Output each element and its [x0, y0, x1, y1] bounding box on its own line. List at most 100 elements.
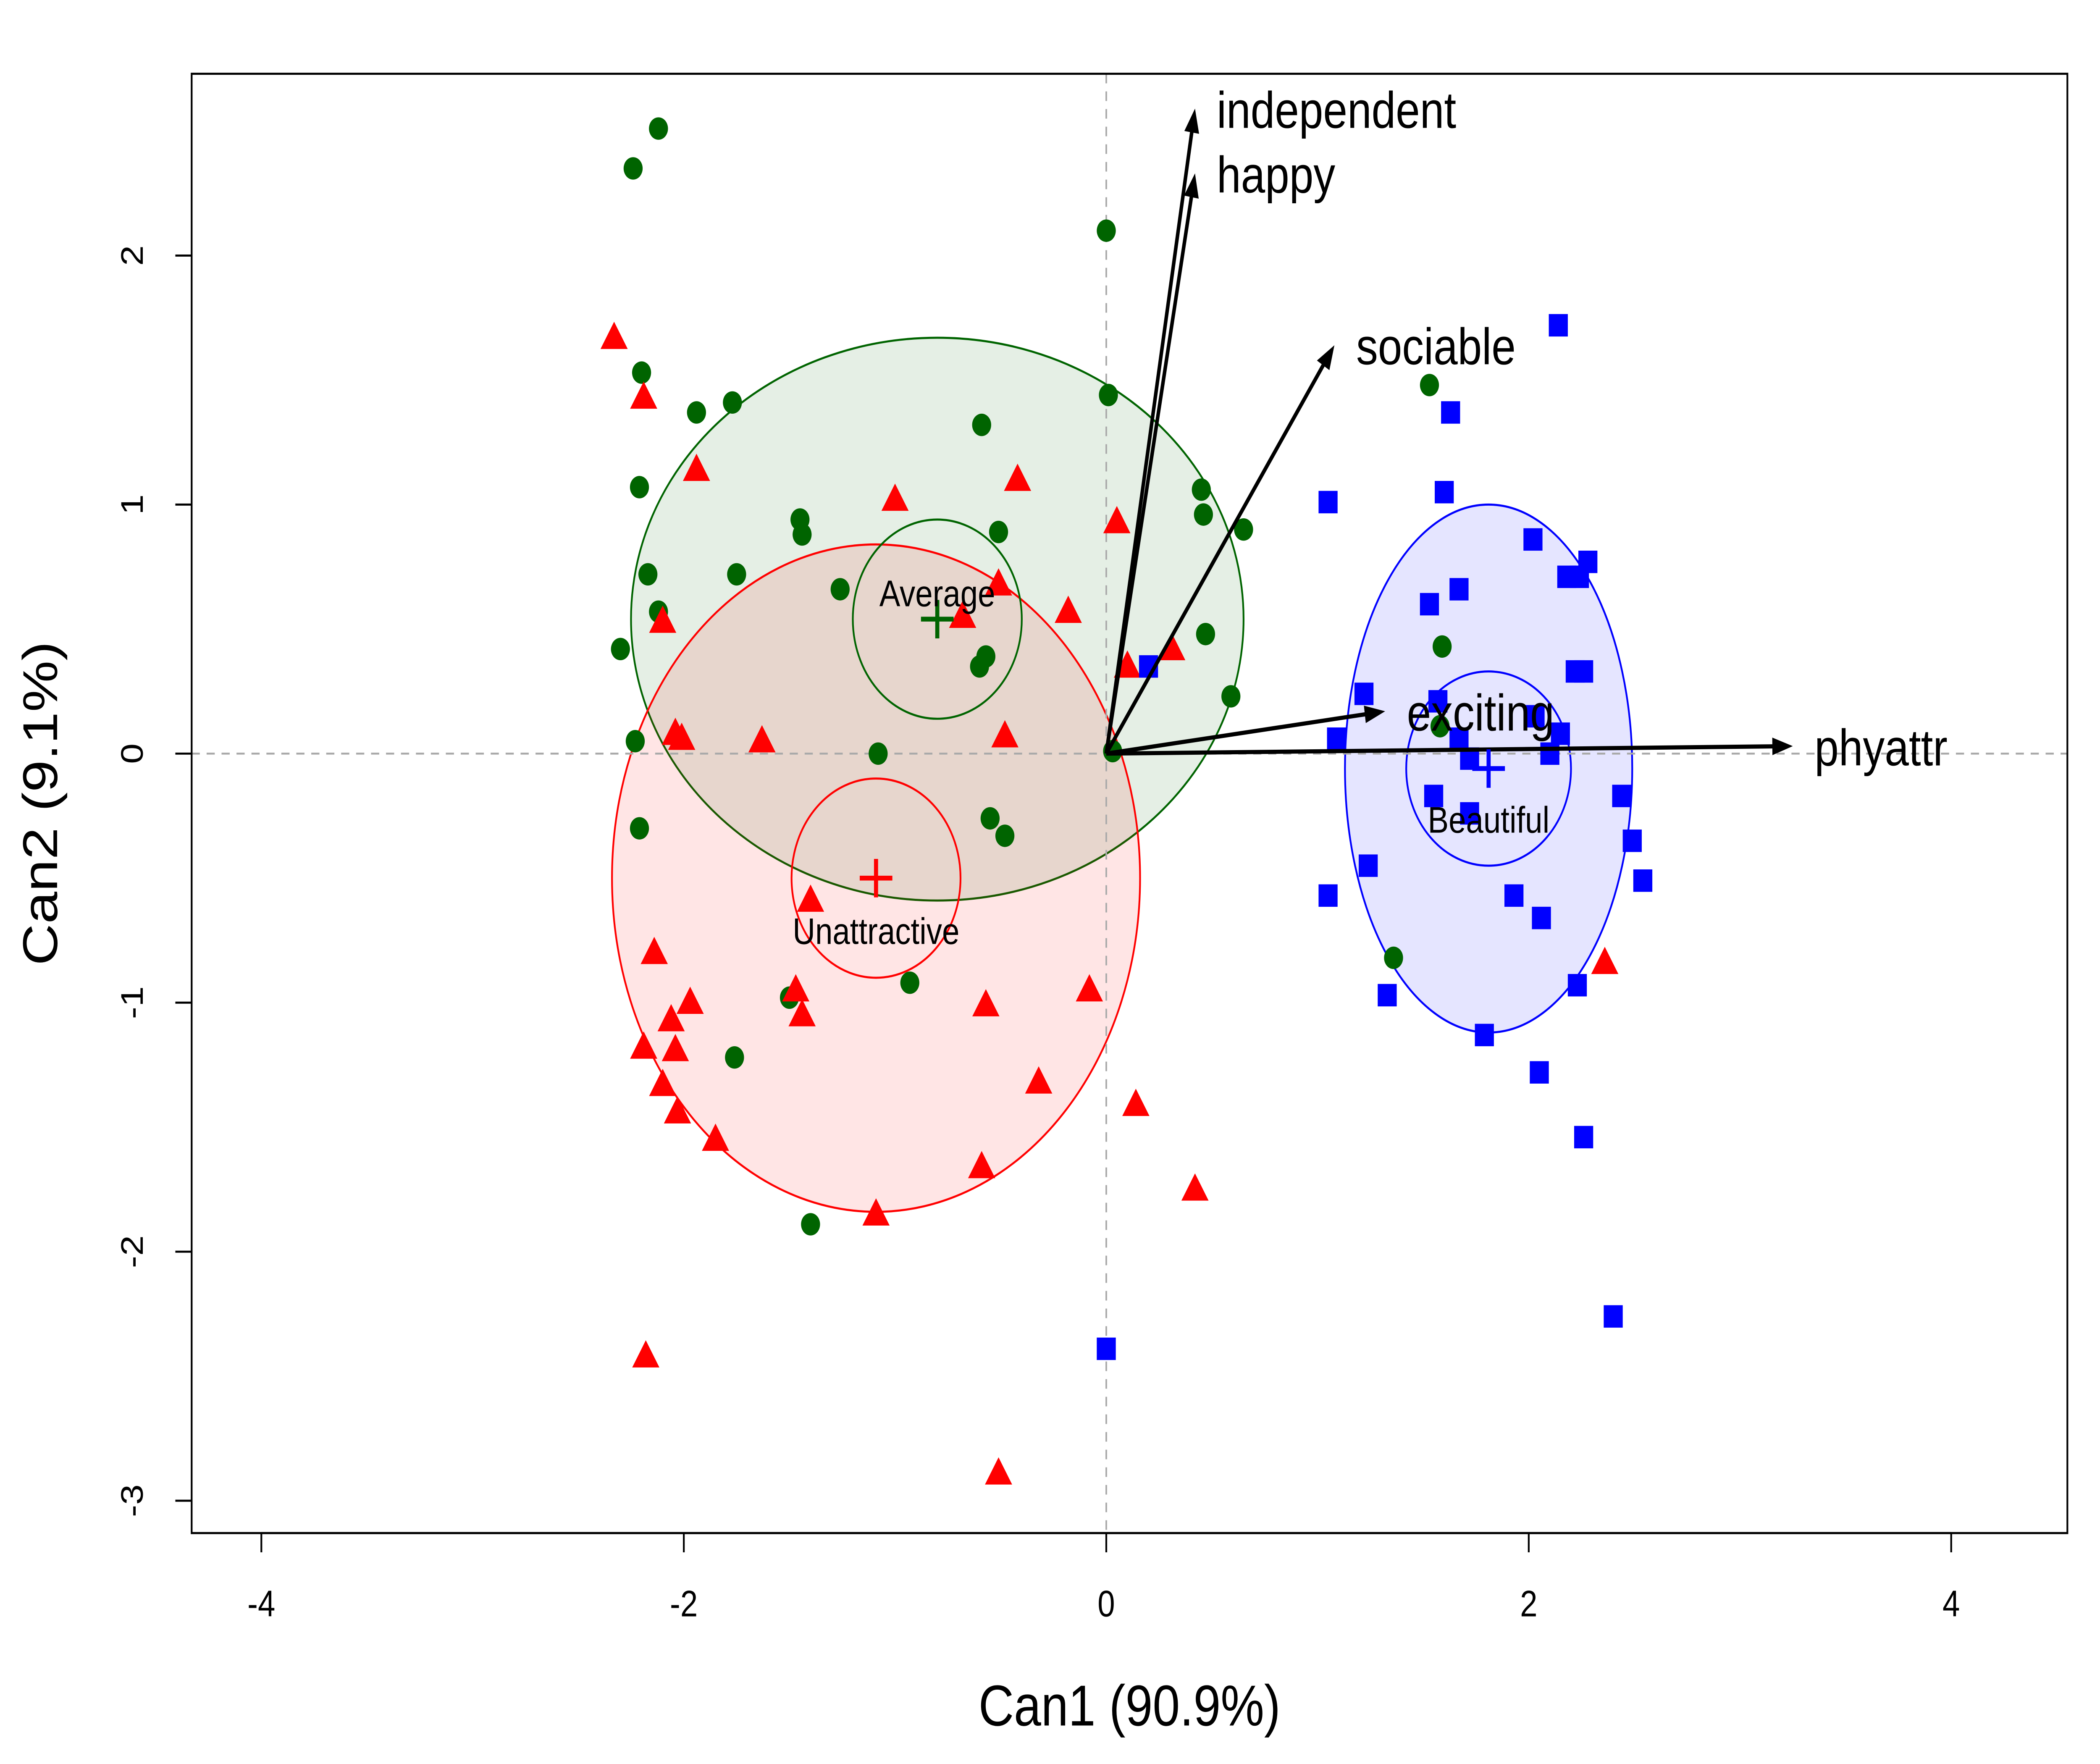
data-point-unattractive	[862, 1198, 890, 1226]
vector-label-happy: happy	[1217, 146, 1335, 204]
data-point-average	[1433, 635, 1452, 658]
data-point-average	[611, 638, 630, 661]
data-point-beautiful	[1567, 974, 1587, 997]
data-point-unattractive	[1055, 596, 1082, 623]
data-point-average	[632, 361, 651, 384]
centroid-circle-beautiful	[1405, 670, 1572, 867]
data-point-unattractive	[1103, 506, 1131, 533]
vector-happy	[1104, 185, 1195, 754]
data-point-average	[687, 401, 706, 424]
vector-label-independent: independent	[1217, 81, 1456, 139]
data-point-beautiful	[1530, 1061, 1549, 1084]
data-point-average	[972, 413, 991, 436]
vector-label-sociable: sociable	[1356, 318, 1516, 375]
data-point-beautiful	[1612, 785, 1631, 807]
vector-exciting	[1106, 711, 1375, 756]
data-point-unattractive	[702, 1124, 729, 1151]
data-point-average	[1384, 946, 1403, 969]
vector-arrowhead-phyattr	[1772, 738, 1793, 756]
data-point-beautiful	[1327, 727, 1346, 750]
data-point-unattractive	[1025, 1066, 1053, 1094]
data-point-average	[1420, 374, 1439, 396]
data-point-beautiful	[1475, 1024, 1494, 1047]
data-point-unattractive	[1181, 1173, 1209, 1201]
data-point-average	[727, 563, 746, 586]
data-point-average	[1099, 383, 1118, 407]
x-tick-label: -4	[247, 1583, 275, 1625]
data-point-average	[625, 730, 645, 753]
data-point-beautiful	[1358, 854, 1378, 877]
data-point-beautiful	[1523, 528, 1543, 551]
centroid-circle-average	[852, 518, 1023, 720]
data-point-unattractive	[788, 999, 816, 1026]
data-point-average	[970, 655, 989, 678]
data-point-beautiful	[1424, 785, 1444, 807]
data-point-unattractive	[668, 722, 696, 750]
data-point-average	[649, 117, 668, 140]
data-point-unattractive	[630, 381, 657, 409]
data-point-average	[989, 520, 1008, 543]
group-label-beautiful: Beautiful	[1428, 800, 1549, 841]
data-point-average	[801, 1213, 820, 1236]
data-point-unattractive	[649, 605, 677, 633]
data-point-unattractive	[676, 987, 704, 1014]
data-point-average	[630, 817, 649, 840]
data-point-unattractive	[600, 321, 628, 349]
y-tick-label: -1	[115, 986, 150, 1019]
y-tick-label: 0	[115, 743, 150, 764]
data-point-beautiful	[1549, 314, 1568, 337]
data-point-average	[980, 807, 1000, 830]
data-point-beautiful	[1604, 1305, 1623, 1328]
vector-arrowhead-happy	[1184, 173, 1199, 199]
data-point-unattractive	[881, 483, 909, 511]
data-point-beautiful	[1460, 802, 1479, 825]
data-point-unattractive	[649, 1068, 677, 1096]
data-point-beautiful	[1633, 869, 1653, 892]
data-point-average	[995, 824, 1015, 847]
data-point-beautiful	[1574, 660, 1593, 683]
vector-phyattr	[1106, 744, 1782, 756]
data-point-beautiful	[1435, 481, 1454, 504]
data-point-beautiful	[1378, 984, 1397, 1007]
data-point-unattractive	[1158, 633, 1186, 661]
vector-arrowhead-exciting	[1364, 706, 1385, 723]
centroid-circle-unattractive	[790, 777, 962, 979]
vectors-layer: independent happy sociable exciting phyattr	[1104, 81, 1948, 776]
y-tick-label: -2	[115, 1235, 150, 1268]
data-point-beautiful	[1097, 1337, 1116, 1360]
data-point-unattractive	[972, 989, 1000, 1016]
data-point-unattractive	[968, 1151, 995, 1179]
data-point-unattractive	[991, 720, 1018, 748]
x-tick-label: 4	[1942, 1583, 1960, 1625]
data-point-unattractive	[1076, 974, 1103, 1002]
vector-label-exciting: exciting	[1407, 684, 1554, 741]
data-point-beautiful	[1570, 565, 1589, 588]
data-point-beautiful	[1318, 884, 1338, 907]
data-point-unattractive	[748, 725, 776, 753]
data-point-unattractive	[985, 1457, 1012, 1485]
vector-arrowhead-sociable	[1317, 345, 1335, 370]
x-tick-label: 0	[1097, 1583, 1115, 1625]
data-point-unattractive	[662, 1034, 689, 1061]
data-point-average	[1192, 478, 1211, 501]
vector-arrowhead-independent	[1184, 108, 1199, 134]
data-point-average	[869, 742, 888, 765]
ellipses-layer	[611, 336, 1633, 1213]
y-axis-label: Can2 (9.1%)	[13, 641, 68, 966]
data-point-average	[638, 563, 658, 586]
data-point-beautiful	[1428, 690, 1448, 713]
data-point-beautiful	[1354, 682, 1374, 705]
data-point-average	[1194, 503, 1213, 526]
axes: -4 -2 0 2 4 -3 -2 -1 0 1 2	[115, 245, 1960, 1625]
data-point-beautiful	[1525, 705, 1545, 728]
data-point-beautiful	[1540, 742, 1559, 765]
data-point-average	[723, 391, 742, 414]
data-point-unattractive	[640, 937, 668, 964]
data-point-beautiful	[1574, 1126, 1593, 1149]
group-labels: Average Unattractive Beautiful	[793, 573, 1549, 952]
data-point-unattractive	[782, 974, 810, 1002]
y-tick-label: -3	[115, 1484, 150, 1517]
data-point-average	[1097, 219, 1116, 242]
data-point-unattractive	[657, 1004, 685, 1032]
